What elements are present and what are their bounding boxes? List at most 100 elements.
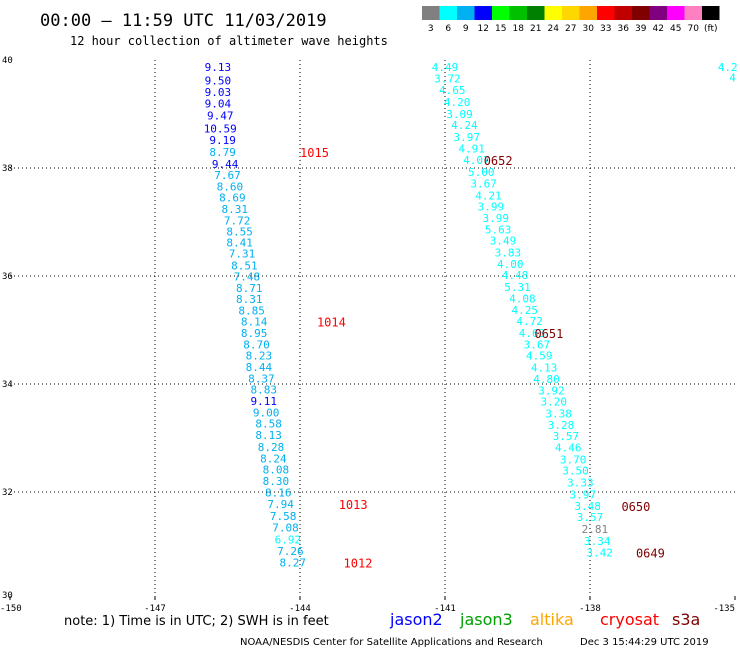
pass-time-label: 1015 (300, 146, 329, 160)
wave-height-value: 9.11 (251, 395, 278, 408)
color-swatch (632, 6, 650, 20)
color-scale-label: 27 (565, 24, 576, 34)
satellite-name: altika (530, 610, 574, 629)
wave-height-value: 3.83 (495, 247, 522, 260)
wave-height-value: 7.26 (277, 545, 304, 558)
wave-height-value: 3.20 (541, 396, 568, 409)
color-scale-label: 9 (463, 24, 469, 34)
wave-height-value: 8.51 (231, 260, 258, 273)
wave-height-value: 8.71 (236, 282, 263, 295)
color-scale-label: 24 (548, 24, 560, 34)
wave-height-value: 4.13 (531, 362, 558, 375)
color-swatch (684, 6, 702, 20)
wave-height-value: 3.97 (570, 488, 597, 501)
satellite-legend: jason2 jason3 altika cryosat s3a (389, 610, 700, 629)
wave-height-value: 3.99 (483, 212, 510, 225)
wave-height-value: 4.72 (516, 315, 543, 328)
wave-height-value: 8.60 (217, 181, 244, 194)
wave-height-value: 4.20 (444, 96, 471, 109)
wave-height-value: 4.65 (439, 84, 466, 97)
satellite-name: cryosat (600, 610, 659, 629)
wave-height-value: 3.70 (560, 453, 587, 466)
wave-height-value: 8.13 (255, 429, 282, 442)
wave-height-value: 4.59 (526, 350, 553, 363)
y-tick-label: 36 (2, 272, 13, 282)
pass-time-label: 0652 (484, 154, 513, 168)
y-tick-label: 38 (2, 164, 13, 174)
wave-height-value: 4.48 (502, 269, 529, 282)
color-swatch (492, 6, 510, 20)
pass-time-label: 0651 (534, 327, 563, 341)
wave-height-value: 3.38 (545, 407, 572, 420)
wave-height-value: 9.44 (212, 158, 239, 171)
wave-height-value: 9.50 (205, 74, 232, 87)
wave-height-value: 5.00 (468, 166, 495, 179)
color-swatch (562, 6, 580, 20)
wave-height-value: 7.08 (272, 521, 299, 534)
color-scale-label: 21 (530, 24, 541, 34)
wave-height-value: 7.94 (267, 498, 294, 511)
wave-height-value: 3.99 (478, 201, 505, 214)
wave-height-value: 5.63 (485, 223, 512, 236)
wave-height-value: 8.31 (222, 203, 249, 216)
wave-height-value: 7.58 (270, 510, 297, 523)
color-swatch (649, 6, 667, 20)
pass-time-label: 1014 (317, 316, 346, 330)
color-swatch (509, 6, 527, 20)
wave-height-value: 8.95 (241, 327, 268, 340)
x-tick-label: -138 (579, 604, 601, 614)
pass-time-label: 0650 (621, 500, 650, 514)
color-scale-label: 33 (600, 24, 611, 34)
color-swatch (422, 6, 440, 20)
wave-height-value: 8.23 (246, 350, 273, 363)
wave-height-value: 8.08 (263, 464, 290, 477)
x-tick-label: -150 (0, 604, 22, 614)
wave-height-value: 4.07 (463, 154, 490, 167)
x-tick-label: -147 (144, 604, 166, 614)
color-swatch (702, 6, 720, 20)
wave-height-value: 4.91 (458, 142, 485, 155)
wave-height-value: 6.92 (275, 533, 302, 546)
pass-time-label: 0649 (636, 546, 665, 560)
wave-height-value: 8.69 (219, 191, 246, 204)
color-swatch (474, 6, 492, 20)
wave-height-value: 3.57 (577, 511, 604, 524)
wave-height-value: 4.08 (509, 292, 536, 305)
wave-height-value: 8.55 (226, 226, 253, 239)
color-swatch (579, 6, 597, 20)
wave-height-value: 8.41 (226, 236, 253, 249)
timestamp: Dec 3 15:44:29 UTC 2019 (580, 637, 709, 648)
wave-height-value: 3.50 (562, 465, 589, 478)
pass-time-label: 1012 (344, 557, 373, 571)
wave-height-value: 3.57 (553, 430, 580, 443)
color-scale-label: 30 (583, 24, 595, 34)
color-swatch (439, 6, 457, 20)
wave-height-value: 9.13 (205, 61, 232, 74)
wave-height-value: 4.46 (555, 442, 582, 455)
wave-height-value: 4.24 (451, 119, 478, 132)
color-swatch (527, 6, 545, 20)
wave-height-value: 3.09 (446, 108, 473, 121)
wave-height-value: 3.72 (434, 73, 461, 86)
color-scale-label: 6 (445, 24, 451, 34)
color-scale-label: 15 (495, 24, 506, 34)
wave-height-value: 9.19 (209, 134, 236, 147)
wave-height-value: 7.67 (214, 169, 241, 182)
satellite-name: jason2 (389, 610, 443, 629)
chart-title: 00:00 – 11:59 UTC 11/03/2019 (40, 11, 327, 31)
wave-height-value: 9.03 (205, 86, 232, 99)
plot-grid (10, 60, 735, 600)
wave-height-value: 8.30 (263, 475, 290, 488)
wave-height-value: 8.58 (255, 418, 282, 431)
wave-height-value: 7.72 (224, 215, 251, 228)
wave-height-value: 8.37 (248, 372, 275, 385)
wave-height-value: 4.2 (718, 61, 738, 74)
wave-height-value: 9.04 (205, 98, 232, 111)
wave-height-value: 8.79 (209, 146, 236, 159)
pass-time-label: 1013 (339, 498, 368, 512)
color-scale-label: 42 (653, 24, 664, 34)
wave-height-value: 8.85 (238, 304, 265, 317)
wave-height-value: 10.59 (204, 122, 237, 135)
wave-height-value: 8.24 (260, 452, 287, 465)
